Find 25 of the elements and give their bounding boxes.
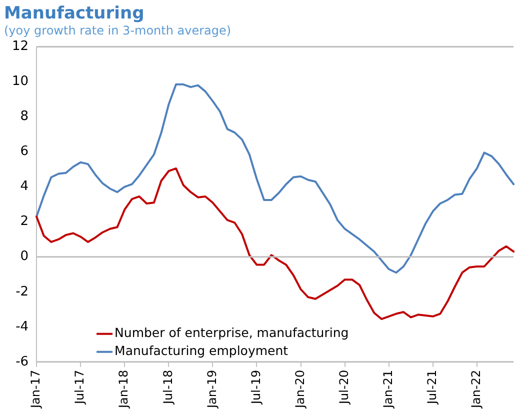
- x-tick-label: Jul-20: [336, 370, 351, 405]
- y-tick-label: -2: [16, 284, 29, 300]
- chart-subtitle: (yoy growth rate in 3-month average): [4, 24, 232, 38]
- x-tick-label: Jul-18: [160, 370, 175, 405]
- x-tick-label: Jan-17: [28, 370, 43, 410]
- y-tick-label: 2: [20, 214, 29, 230]
- x-tick-label: Jul-21: [424, 370, 439, 405]
- x-tick-label: Jan-19: [204, 370, 219, 410]
- y-tick-label: -4: [16, 319, 29, 334]
- legend-label: Number of enterprise, manufacturing: [114, 325, 349, 340]
- x-tick-label: Jan-18: [116, 370, 131, 410]
- x-tick-label: Jan-22: [469, 370, 484, 410]
- legend-label: Manufacturing employment: [114, 343, 288, 358]
- y-tick-label: 4: [20, 179, 29, 194]
- x-tick-label: Jan-21: [380, 370, 395, 410]
- y-tick-label: 0: [20, 249, 29, 264]
- y-tick-label: 6: [20, 144, 29, 160]
- y-tick-label: -6: [16, 354, 29, 370]
- y-tick-label: 10: [12, 74, 29, 90]
- x-tick-label: Jul-19: [248, 370, 263, 405]
- y-tick-label: 12: [12, 39, 29, 54]
- x-tick-label: Jan-20: [292, 370, 307, 410]
- y-tick-label: 8: [20, 109, 29, 124]
- x-tick-label: Jul-17: [72, 370, 87, 405]
- chart-title: Manufacturing: [4, 4, 144, 24]
